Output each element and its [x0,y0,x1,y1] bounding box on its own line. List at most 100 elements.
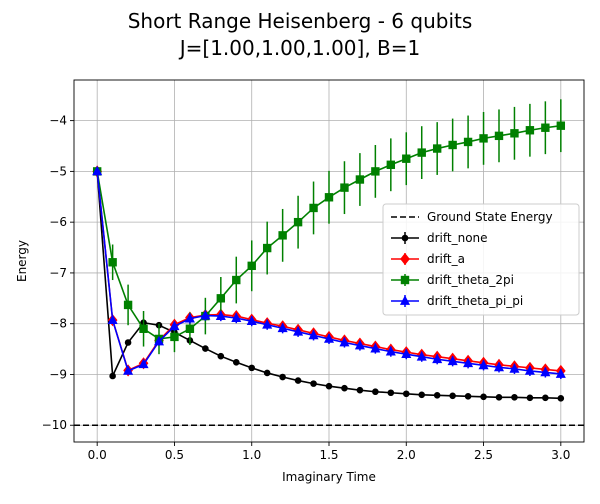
drift_theta_2pi-point-10 [247,261,256,271]
x-tick-label-5: 2.5 [474,448,493,462]
drift_theta_pi_pi-point-19 [385,345,396,356]
drift_none-point-27 [511,394,518,401]
legend: Ground State Energy drift_none drift_adrif… [382,203,580,316]
drift_theta_pi_pi-point-11 [262,319,273,329]
drift_theta_2pi-point-24 [463,137,473,147]
x-tick-label-6: 3.0 [551,448,570,462]
x-tick-label-1: 0.5 [165,448,184,462]
drift_none-point-11 [263,369,271,377]
series-drift_none [93,168,565,402]
legend-label-ground-state: Ground State Energy [427,210,553,224]
drift_none-point-13 [294,377,302,384]
y-tick-label-4: −6 [49,215,67,229]
drift_none-point-30 [557,395,565,402]
drift_none-point-18 [372,388,379,396]
drift_theta_2pi-point-2 [123,300,133,310]
x-tick-label-0: 0.0 [88,448,107,462]
drift_theta_pi_pi-point-13 [293,326,304,336]
drift_theta_pi_pi-point-0 [92,165,103,176]
drift_none-point-29 [542,394,549,402]
drift_theta_2pi-point-9 [232,275,241,285]
drift_theta_2pi-point-8 [216,294,226,303]
drift_theta_2pi-point-26 [494,131,504,141]
drift_theta_2pi-point-5 [170,332,179,342]
x-axis-label: Imaginary Time [282,470,376,484]
drift_theta_pi_pi-point-26 [493,361,505,372]
drift_none-point-7 [202,345,209,352]
drift_theta_pi_pi-point-25 [478,359,489,370]
drift_theta_pi_pi-point-7 [200,309,211,320]
drift_theta_pi_pi-point-16 [339,336,350,347]
legend-marker-drift_a [400,252,410,266]
drift_theta_pi_pi-point-3 [138,358,149,369]
y-tick-label-5: −5 [49,164,67,178]
drift_theta_pi_pi-point-10 [246,315,257,326]
y-tick-label-0: −10 [42,418,67,432]
drift_theta_pi_pi-point-17 [354,339,365,350]
x-tick-label-2: 1.0 [242,448,261,462]
drift_none-point-21 [418,391,426,399]
drift_theta_2pi-point-12 [278,231,287,240]
chart-title-line-1: Short Range Heisenberg - 6 qubits [128,9,473,33]
legend-marker-drift_none [401,234,409,242]
drift_none-point-9 [232,358,240,366]
drift_theta_pi_pi-point-28 [524,365,535,375]
drift_none-point-10 [248,364,256,372]
drift_theta_pi_pi-point-23 [447,355,458,366]
drift_theta_2pi-point-30 [556,121,566,130]
legend-label-drift_none: drift_none [427,231,488,245]
drift_theta_2pi-point-17 [355,175,365,184]
drift_theta_2pi-point-14 [309,203,318,213]
drift_none-point-23 [449,392,456,400]
drift_theta_pi_pi-point-1 [107,314,118,325]
legend-marker-drift_theta_2pi [400,275,410,285]
drift_none-point-15 [325,382,333,390]
y-tick-label-3: −7 [49,266,67,280]
legend-label-drift_theta_pi_pi: drift_theta_pi_pi [427,294,523,308]
drift_theta_2pi-point-23 [448,140,457,150]
drift_theta_pi_pi-point-20 [401,348,412,359]
drift_none-point-19 [387,389,395,397]
legend-box [382,203,580,316]
drift_theta_pi_pi-point-8 [215,310,226,320]
drift_theta_pi_pi-point-18 [370,342,381,353]
drift_theta_2pi-point-13 [293,217,303,227]
drift_theta_pi_pi-point-5 [169,320,180,331]
drift_theta_pi_pi-point-14 [308,329,319,340]
y-tick-label-2: −8 [49,317,67,331]
drift_none-point-8 [217,352,225,360]
legend-label-drift_a: drift_a [427,252,465,266]
drift_theta_2pi-point-19 [386,160,396,169]
drift_theta_pi_pi-point-24 [463,357,474,368]
drift_theta_2pi-point-25 [479,134,488,143]
chart-title-line-2: J=[1.00,1.00,1.00], B=1 [178,36,421,60]
drift_theta_2pi-point-20 [402,154,411,163]
drift_none-point-1 [109,372,116,380]
drift_theta_2pi-point-15 [324,193,334,202]
y-axis-label: Energy [15,240,29,282]
drift_theta_2pi-point-6 [185,324,195,333]
drift_theta_pi_pi-point-6 [184,312,195,323]
drift_theta_2pi-point-27 [510,129,519,138]
drift_theta_pi_pi-point-12 [277,322,288,333]
drift_theta_pi_pi-point-22 [432,353,443,364]
drift_theta_2pi-point-11 [262,243,272,253]
plot-area: 0.0 0.5 1.0 1.5 2.0 2.5 3.0 −10 −9 −8 −7 −6 −5 −4 [42,79,585,462]
drift_none-point-17 [356,386,364,394]
drift_none-point-16 [341,384,348,392]
drift_theta_pi_pi-point-29 [540,366,551,377]
drift_none-point-20 [402,390,410,398]
drift_theta_2pi-point-22 [432,144,442,153]
drift_theta_2pi-point-29 [541,123,550,132]
drift_theta_pi_pi-point-2 [123,365,134,375]
x-tick-label-3: 1.5 [319,448,338,462]
series-drift_theta_pi_pi [92,165,566,380]
drift_theta_2pi-point-28 [525,126,535,135]
x-tick-label-4: 2.0 [397,448,416,462]
drift_theta_pi_pi-point-9 [231,312,242,322]
drift_theta_2pi-point-16 [340,183,349,192]
drift_none-point-14 [310,380,317,387]
drift_theta_2pi-point-1 [108,258,117,267]
